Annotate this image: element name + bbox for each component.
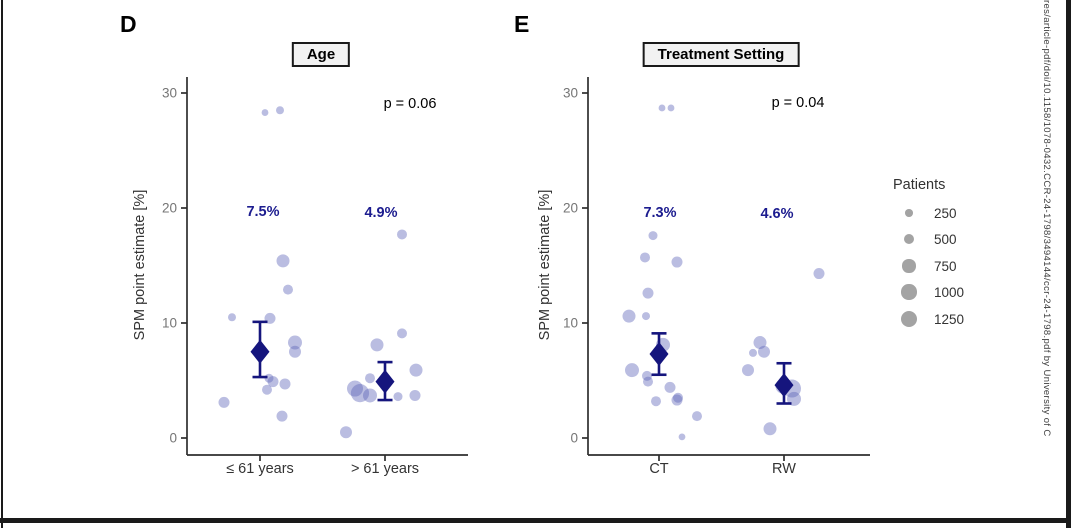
data-point: [625, 363, 639, 378]
data-point: [753, 336, 767, 350]
legend-value: 1000: [934, 284, 965, 300]
data-point: [262, 384, 272, 395]
data-point: [658, 104, 666, 112]
data-point: [651, 396, 661, 407]
frame-border-left: [1, 0, 3, 528]
mean-diamond: [375, 369, 395, 394]
data-point: [397, 229, 407, 240]
legend-value: 250: [934, 205, 957, 221]
data-point: [276, 254, 290, 268]
y-tick-label: 20: [563, 201, 578, 216]
panel-title-treatment-setting: Treatment Setting: [642, 42, 800, 67]
data-point: [667, 104, 675, 112]
data-point: [671, 256, 683, 268]
y-tick-label: 30: [563, 86, 578, 101]
data-point: [671, 394, 683, 406]
data-point: [673, 392, 683, 403]
legend-bubble-icon: [893, 259, 925, 273]
y-tick-label: 30: [162, 86, 177, 101]
data-point: [642, 312, 650, 321]
mean-diamond: [774, 373, 794, 398]
data-point: [276, 106, 284, 115]
y-tick-label: 10: [563, 316, 578, 331]
mean-diamond: [649, 342, 669, 367]
pdf-download-watermark: res/article-pdf/doi/10.1158/1078-0432.CC…: [1041, 0, 1052, 437]
mean-annotation-rw: 4.6%: [760, 206, 794, 222]
data-point: [622, 309, 636, 323]
data-point: [648, 231, 658, 241]
mean-annotation-le61: 7.5%: [246, 204, 280, 220]
data-point: [340, 426, 352, 439]
data-point: [758, 345, 770, 358]
legend-row-1000: 1000: [893, 279, 1003, 305]
legend-value: 1250: [934, 311, 965, 327]
data-point: [276, 410, 288, 422]
data-point: [640, 252, 650, 263]
legend-value: 500: [934, 231, 957, 247]
data-point: [749, 348, 757, 357]
legend-bubble-icon: [893, 310, 925, 328]
data-point: [664, 381, 676, 393]
data-point: [393, 392, 403, 402]
frame-border-bottom: [0, 518, 1071, 523]
data-point: [643, 376, 653, 387]
x-category-le61: ≤ 61 years: [226, 461, 294, 477]
legend-row-250: 250: [893, 200, 1003, 226]
data-point: [642, 370, 652, 381]
data-point: [261, 109, 269, 116]
p-value-treatment-setting: p = 0.04: [771, 95, 825, 111]
y-axis-label-e: SPM point estimate [%]: [537, 189, 553, 341]
data-point: [350, 384, 370, 403]
mean-annotation-gt61: 4.9%: [364, 205, 398, 221]
data-point: [678, 433, 686, 441]
data-point: [692, 411, 702, 422]
data-point: [742, 364, 754, 377]
data-point: [279, 378, 291, 390]
data-point: [228, 313, 236, 322]
panel-label-d: D: [120, 11, 137, 37]
data-point: [642, 287, 654, 299]
y-tick-label: 20: [162, 201, 177, 216]
legend-bubble-icon: [893, 284, 925, 300]
y-tick-label: 0: [169, 431, 177, 446]
data-point: [218, 396, 230, 408]
data-point: [409, 389, 421, 401]
panel-label-e: E: [514, 11, 530, 37]
data-point: [397, 328, 407, 339]
y-tick-label: 10: [162, 316, 177, 331]
data-point: [365, 373, 375, 384]
mean-annotation-ct: 7.3%: [643, 205, 677, 221]
y-tick-label: 0: [570, 431, 578, 446]
x-category-gt61: > 61 years: [350, 461, 420, 477]
data-point: [363, 388, 377, 403]
data-point: [347, 380, 363, 397]
data-point: [370, 338, 384, 352]
panel-title-age: Age: [291, 42, 351, 67]
mean-diamond: [250, 339, 270, 364]
data-point: [283, 284, 293, 295]
frame-border-right: [1066, 0, 1071, 528]
x-category-ct: CT: [649, 461, 669, 477]
y-axis-label-d: SPM point estimate [%]: [132, 189, 148, 341]
legend-bubble-icon: [893, 209, 925, 217]
data-point: [409, 363, 423, 377]
p-value-age: p = 0.06: [383, 96, 437, 112]
legend-bubble-icon: [893, 233, 925, 245]
legend-title: Patients: [893, 177, 946, 193]
legend-value: 750: [934, 258, 957, 274]
data-point: [763, 422, 777, 436]
data-point: [288, 335, 302, 350]
legend-row-750: 750: [893, 253, 1003, 279]
legend-row-500: 500: [893, 226, 1003, 252]
data-point: [289, 345, 301, 358]
data-point: [813, 268, 825, 280]
data-point: [267, 376, 279, 388]
x-category-rw: RW: [772, 461, 796, 477]
legend-row-1250: 1250: [893, 306, 1003, 332]
